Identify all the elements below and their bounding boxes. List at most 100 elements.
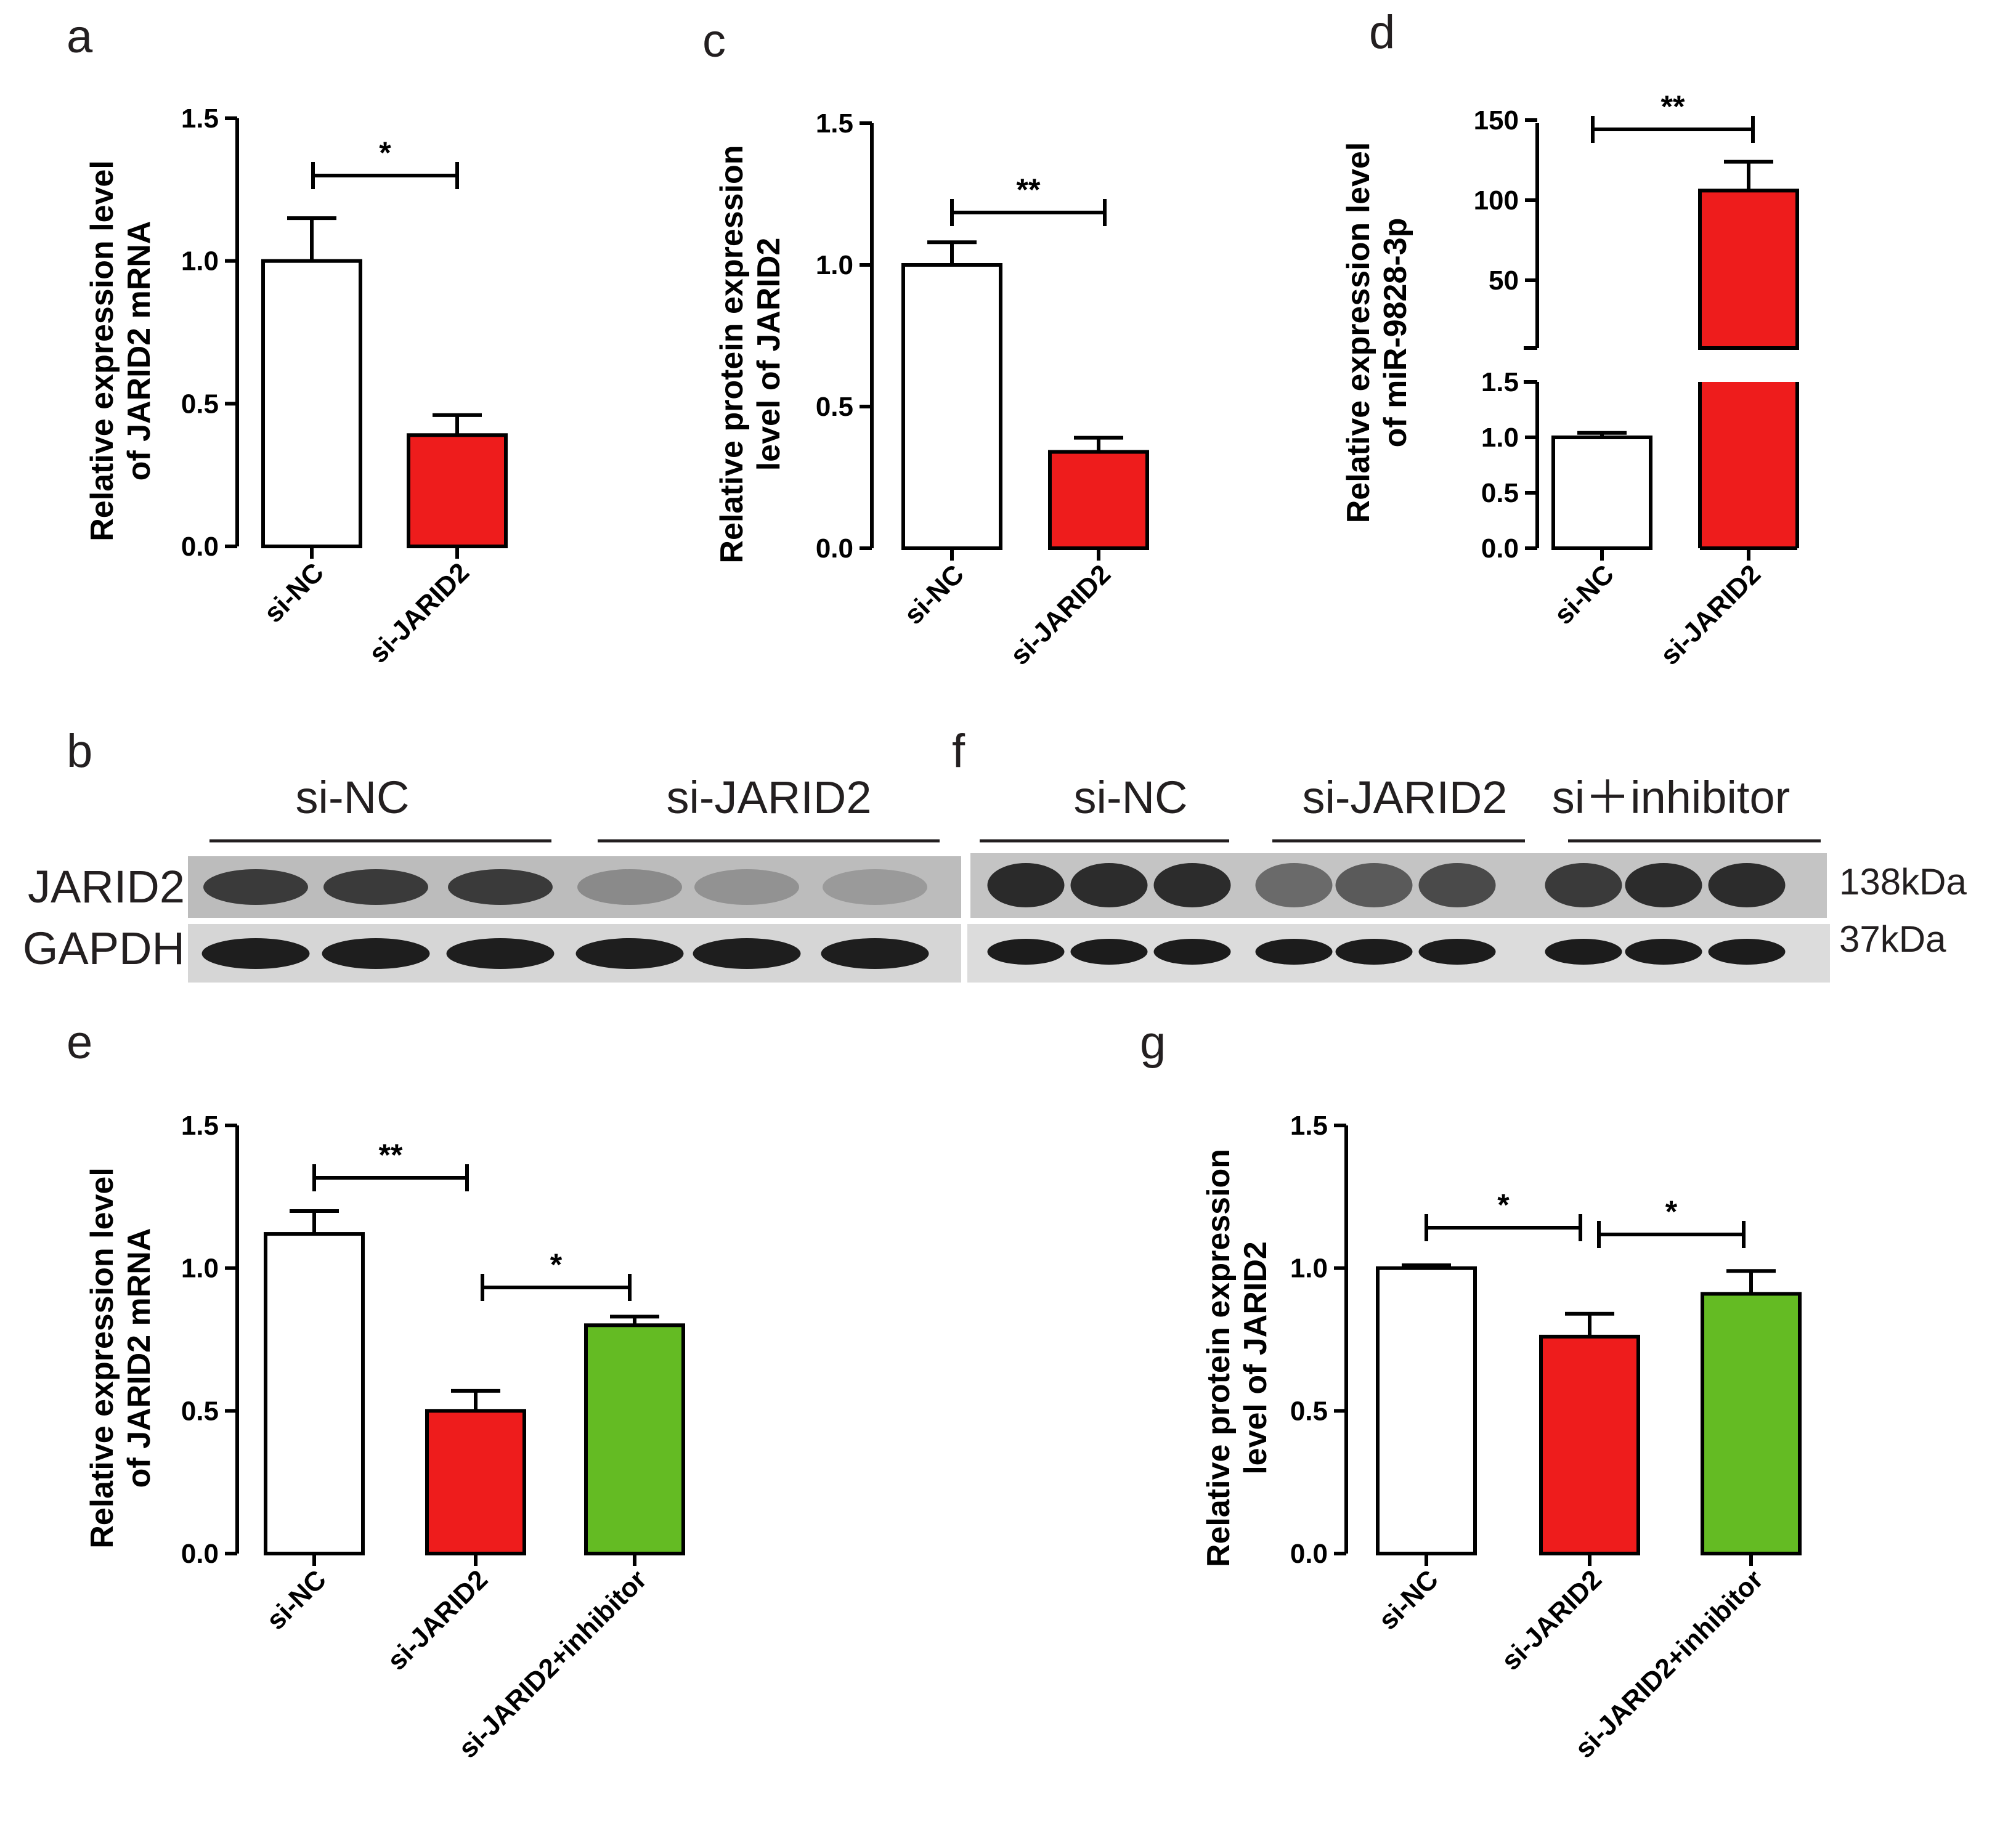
y-tick-label: 1.5 (181, 1111, 219, 1141)
panel-letter-g: g (1140, 1016, 1166, 1069)
bar (1376, 1266, 1477, 1556)
blot-band-gapdh (1153, 939, 1231, 965)
blot-band-jarid2 (987, 863, 1065, 907)
y-tick-label: 0.5 (1290, 1396, 1328, 1426)
y-axis-label: Relative expression levelof JARID2 mRNA (84, 1167, 157, 1549)
blot-band-jarid2 (823, 869, 927, 905)
blot-band-gapdh (575, 938, 684, 969)
bar (261, 259, 362, 548)
blot-band-jarid2 (1708, 863, 1786, 907)
x-category-label: si-JARID2 (363, 557, 475, 669)
significance-label: ** (379, 1138, 403, 1172)
significance-label: * (550, 1247, 563, 1282)
blot-band-jarid2 (1335, 863, 1413, 907)
x-category-label: si-JARID2 (1654, 559, 1766, 671)
blot-f-group-label-si-jarid2: si-JARID2 (1302, 772, 1507, 823)
x-category-label: si-JARID2 (381, 1564, 494, 1676)
panel-letter-f: f (952, 725, 965, 777)
significance-label: ** (1661, 89, 1685, 124)
blot-band-jarid2 (1625, 863, 1702, 907)
y-tick-label: 0.0 (181, 532, 219, 562)
blot-band-gapdh (1335, 939, 1413, 965)
y-tick-label: 100 (1474, 185, 1519, 216)
x-category-label: si-NC (1548, 559, 1620, 630)
blot-band-gapdh (201, 938, 310, 969)
y-tick-label: 0.0 (1481, 533, 1519, 564)
y-tick-label: 1.0 (1290, 1254, 1328, 1284)
x-category-label: si-NC (898, 559, 970, 630)
bar (425, 1409, 526, 1555)
western-blot-f: si-NC si-JARID2 si＋inhibitor 138kDa 37kD… (967, 772, 1967, 983)
y-tick-label: 1.0 (1481, 423, 1519, 453)
blot-f-bands (987, 863, 1786, 965)
y-axis-label-line: Relative expression level (1341, 142, 1376, 524)
x-category-label: si-JARID2 (1495, 1564, 1608, 1676)
blot-band-gapdh (1545, 939, 1622, 965)
y-axis-label-line: Relative protein expression (1201, 1149, 1237, 1567)
y-axis-label-line: of JARID2 mRNA (121, 221, 157, 481)
y-tick-label: 1.0 (181, 1254, 219, 1284)
y-tick-label: 1.5 (181, 103, 219, 134)
blot-band-gapdh (821, 938, 929, 969)
significance-label: ** (1017, 172, 1041, 207)
blot-band-jarid2 (577, 869, 682, 905)
y-axis-label-line: level of JARID2 (1238, 1241, 1274, 1475)
bar (264, 1232, 365, 1555)
chart-e-relative-jarid2-mrna: 0.0 0.5 1.0 1.5 Relative expression levelof … (84, 1111, 685, 1764)
blot-band-jarid2 (694, 869, 799, 905)
blot-band-gapdh (1255, 939, 1333, 965)
y-tick-label: 0.5 (816, 392, 853, 422)
bar (1539, 1334, 1640, 1556)
x-category-label: si-JARID2+inhibitor (1569, 1564, 1769, 1764)
blot-f-group-label-si-nc: si-NC (1074, 772, 1188, 823)
y-axis-label-line: Relative protein expression (714, 145, 750, 563)
x-category-label: si-JARID2 (1004, 559, 1116, 671)
y-tick-label: 1.5 (1290, 1111, 1328, 1141)
blot-band-gapdh (1625, 939, 1702, 965)
y-axis-label-line: of miR-9828-3p (1378, 218, 1413, 448)
blot-band-gapdh (1418, 939, 1496, 965)
blot-band-jarid2 (1545, 863, 1622, 907)
bar (1551, 436, 1652, 550)
blot-f-group-label-si-inhibitor: si＋inhibitor (1552, 772, 1791, 823)
panel-letter-b: b (67, 725, 92, 777)
blot-band-gapdh (446, 938, 555, 969)
blot-f-marker-138kda: 138kDa (1839, 861, 1967, 902)
x-category-label: si-NC (258, 557, 330, 628)
y-axis-label-line: Relative expression level (84, 1167, 120, 1549)
bar-lower-segment (1700, 382, 1797, 548)
blot-band-gapdh (1708, 939, 1786, 965)
y-tick-label: 1.5 (1481, 367, 1519, 397)
bar (584, 1323, 685, 1555)
blot-band-gapdh (693, 938, 801, 969)
y-tick-label: 0.5 (1481, 478, 1519, 508)
blot-b-row-label-jarid2: JARID2 (28, 861, 185, 912)
y-tick-label: 0.0 (181, 1539, 219, 1569)
blot-band-gapdh (322, 938, 430, 969)
bar (1701, 1292, 1802, 1556)
panel-letter-e: e (67, 1016, 92, 1069)
blot-band-gapdh (987, 939, 1065, 965)
y-tick-label: 1.5 (816, 108, 853, 139)
blot-band-jarid2 (1070, 863, 1148, 907)
y-tick-label: 0.5 (181, 1396, 219, 1426)
x-category-label: si-NC (261, 1564, 332, 1635)
panel-letter-d: d (1369, 6, 1395, 59)
blot-b-row-label-gapdh: GAPDH (23, 923, 185, 974)
blot-b-group-label-si-nc: si-NC (296, 772, 410, 823)
blot-band-jarid2 (1255, 863, 1333, 907)
panel-letter-c: c (702, 15, 726, 67)
blot-b-group-label-si-jarid2: si-JARID2 (666, 772, 871, 823)
blot-band-jarid2 (448, 869, 553, 905)
y-tick-label: 0.0 (816, 533, 853, 564)
panel-letter-a: a (67, 10, 93, 63)
chart-c-relative-jarid2-protein: 0.0 0.5 1.0 1.5 Relative protein expressionl… (714, 108, 1149, 671)
bar (1048, 450, 1149, 550)
bar (407, 433, 508, 548)
y-tick-label: 50 (1489, 265, 1519, 296)
y-tick-label: 0.0 (1290, 1539, 1328, 1569)
y-axis-label-line: level of JARID2 (751, 238, 787, 471)
blot-band-jarid2 (1418, 863, 1496, 907)
y-tick-label: 1.0 (816, 250, 853, 280)
